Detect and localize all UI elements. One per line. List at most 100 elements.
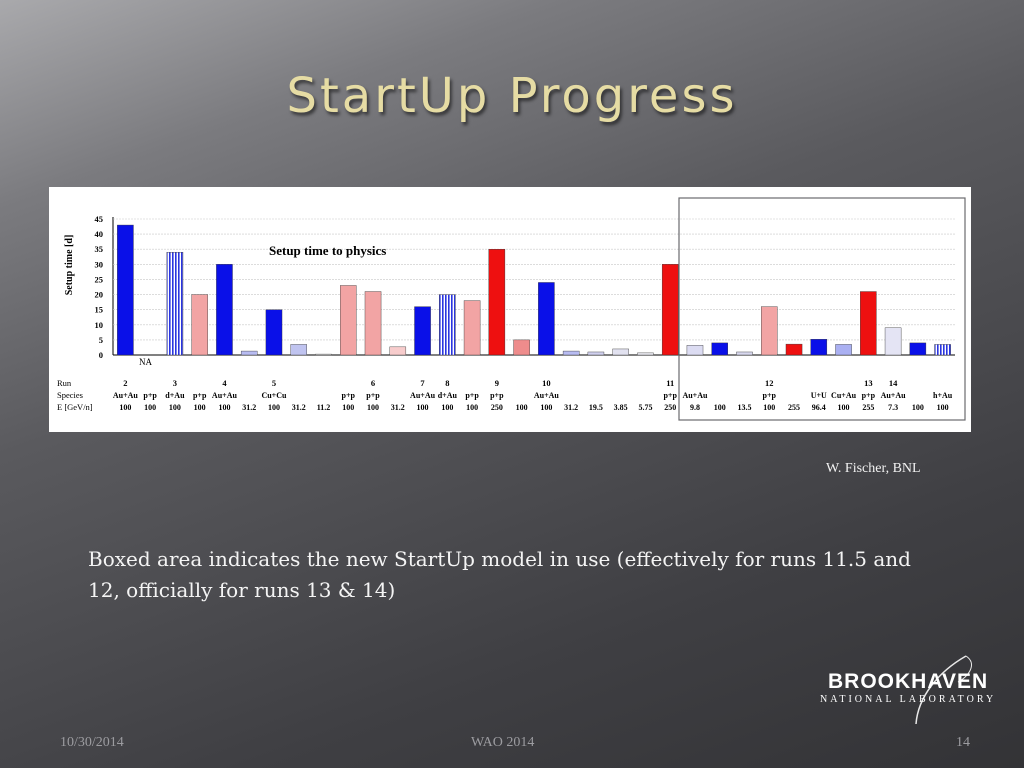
run-label: 2 — [123, 378, 127, 388]
bar — [439, 294, 456, 356]
run-label: 3 — [173, 378, 177, 388]
energy-label: 255 — [788, 403, 800, 412]
energy-label: 13.5 — [738, 403, 752, 412]
bar — [414, 306, 431, 356]
energy-label: 19.5 — [589, 403, 603, 412]
logo-swoosh-icon — [915, 655, 972, 725]
species-label: Au+Au — [212, 391, 238, 400]
y-tick-label: 25 — [95, 274, 104, 284]
energy-label: 9.8 — [690, 403, 700, 412]
energy-label: 100 — [466, 403, 478, 412]
y-tick-label: 15 — [95, 305, 104, 315]
body-text: Boxed area indicates the new StartUp mod… — [88, 547, 911, 602]
bar — [637, 352, 654, 356]
run-label: 6 — [371, 378, 375, 388]
species-label: Au+Au — [682, 391, 708, 400]
energy-label: 100 — [540, 403, 552, 412]
species-label: p+p — [763, 391, 777, 400]
boxed-region — [678, 197, 966, 421]
energy-label: 3.85 — [614, 403, 628, 412]
energy-label: 100 — [367, 403, 379, 412]
y-tick-label: 30 — [95, 259, 104, 269]
bar — [934, 344, 951, 356]
species-label: p+p — [465, 391, 479, 400]
y-tick-label: 45 — [95, 214, 104, 224]
species-label: p+p — [193, 391, 207, 400]
energy-label: 100 — [169, 403, 181, 412]
bar — [835, 344, 852, 356]
y-tick-label: 0 — [99, 350, 103, 360]
bar — [686, 345, 704, 356]
energy-label: 100 — [268, 403, 280, 412]
bar — [191, 294, 208, 356]
energy-label: 100 — [218, 403, 230, 412]
energy-label: 11.2 — [317, 403, 331, 412]
y-tick-label: 35 — [95, 244, 104, 254]
bar — [860, 291, 877, 356]
species-label: p+p — [490, 391, 504, 400]
energy-label: 100 — [937, 403, 949, 412]
bar — [340, 285, 357, 356]
energy-label: 100 — [763, 403, 775, 412]
run-label: 14 — [889, 378, 898, 388]
footer-date: 10/30/2014 — [60, 735, 124, 750]
bar — [265, 309, 283, 356]
run-label: 4 — [222, 378, 227, 388]
bar — [315, 353, 332, 356]
energy-label: 100 — [119, 403, 131, 412]
row-label-species: Species — [57, 390, 83, 400]
y-tick-label: 20 — [95, 290, 104, 300]
bar — [761, 306, 778, 356]
bar — [587, 351, 605, 356]
species-label: p+p — [862, 391, 876, 400]
energy-label: 96.4 — [812, 403, 826, 412]
species-label: d+Au — [165, 391, 185, 400]
species-label: Cu+Au — [831, 391, 857, 400]
species-label: Au+Au — [881, 391, 907, 400]
chart-panel: 0 5 10 15 20 25 30 35 40 45 2 Au+Au 100 p+p 100 3 d+Au 10… — [49, 187, 971, 432]
footer-event: WAO 2014 — [471, 735, 535, 750]
bar — [364, 291, 382, 356]
bar — [513, 339, 530, 356]
energy-label: 5.75 — [638, 403, 652, 412]
y-axis-label: Setup time [d] — [64, 235, 75, 296]
bar — [736, 351, 753, 356]
energy-label: 100 — [441, 403, 453, 412]
run-label: 12 — [765, 378, 774, 388]
energy-label: 31.2 — [292, 403, 306, 412]
energy-label: 100 — [516, 403, 528, 412]
bar — [538, 282, 555, 356]
brookhaven-logo: BROOKHAVEN NATIONAL LABORATORY — [818, 652, 1018, 732]
bar — [661, 264, 679, 356]
run-label: 13 — [864, 378, 873, 388]
bar — [612, 348, 629, 356]
energy-label: 31.2 — [391, 403, 405, 412]
run-label: 8 — [445, 378, 449, 388]
species-label: p+p — [342, 391, 356, 400]
run-label: 7 — [420, 378, 425, 388]
energy-label: 100 — [342, 403, 354, 412]
bar — [562, 350, 580, 356]
credit-text: W. Fischer, BNL — [826, 461, 921, 476]
species-label: Au+Au — [113, 391, 139, 400]
footer-page-number: 14 — [956, 735, 970, 750]
run-label: 11 — [666, 378, 674, 388]
energy-label: 100 — [912, 403, 924, 412]
bar — [488, 249, 506, 356]
y-tick-label: 5 — [99, 335, 103, 345]
bar — [166, 252, 184, 356]
bar — [711, 342, 728, 356]
species-label: p+p — [663, 391, 677, 400]
energy-label: 31.2 — [242, 403, 256, 412]
species-label: Au+Au — [410, 391, 436, 400]
energy-label: 31.2 — [564, 403, 578, 412]
setup-time-chart: 0510152025303540452Au+Au100p+p1003d+Au10… — [57, 197, 966, 421]
row-label-energy: E [GeV/n] — [57, 402, 93, 412]
y-tick-label: 10 — [95, 320, 104, 330]
row-label-run: Run — [57, 378, 72, 388]
species-label: p+p — [366, 391, 380, 400]
na-label: NA — [139, 357, 152, 367]
species-label: Au+Au — [534, 391, 560, 400]
energy-label: 250 — [491, 403, 503, 412]
energy-label: 100 — [417, 403, 429, 412]
